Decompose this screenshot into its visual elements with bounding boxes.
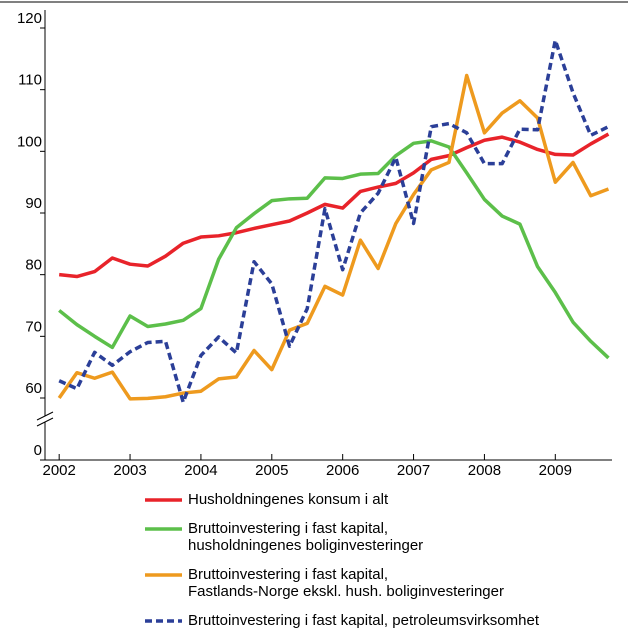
x-tick-label: 2006 xyxy=(326,462,359,479)
x-tick-label: 2008 xyxy=(468,462,501,479)
y-tick-label: 80 xyxy=(25,257,42,274)
x-tick-label: 2007 xyxy=(397,462,430,479)
x-tick-label: 2005 xyxy=(255,462,288,479)
y-tick-label: 100 xyxy=(17,133,42,150)
series-line xyxy=(57,73,610,401)
x-tick-label: 2003 xyxy=(113,462,146,479)
y-tick-label: 0 xyxy=(34,442,42,459)
legend-label: Bruttoinvestering i fast kapital, Fastla… xyxy=(188,566,504,600)
y-tick-label: 120 xyxy=(17,10,42,27)
y-tick-label: 60 xyxy=(25,380,42,397)
axis-break-gap xyxy=(37,416,53,422)
legend-label: Bruttoinvestering i fast kapital, hushol… xyxy=(188,520,423,554)
series-line xyxy=(58,38,610,404)
y-tick-label: 90 xyxy=(25,195,42,212)
axis-break xyxy=(36,411,54,421)
y-tick-label: 110 xyxy=(18,72,42,89)
series-line xyxy=(58,139,610,360)
y-tick-label: 70 xyxy=(25,318,42,335)
legend-label: Bruttoinvestering i fast kapital, petrol… xyxy=(188,612,540,628)
x-tick-label: 2002 xyxy=(42,462,75,479)
x-tick-label: 2009 xyxy=(539,462,572,479)
x-tick-label: 2004 xyxy=(184,462,217,479)
axis-break xyxy=(36,417,54,427)
series-line xyxy=(58,132,610,279)
legend-label: Husholdningenes konsum i alt xyxy=(188,491,389,508)
